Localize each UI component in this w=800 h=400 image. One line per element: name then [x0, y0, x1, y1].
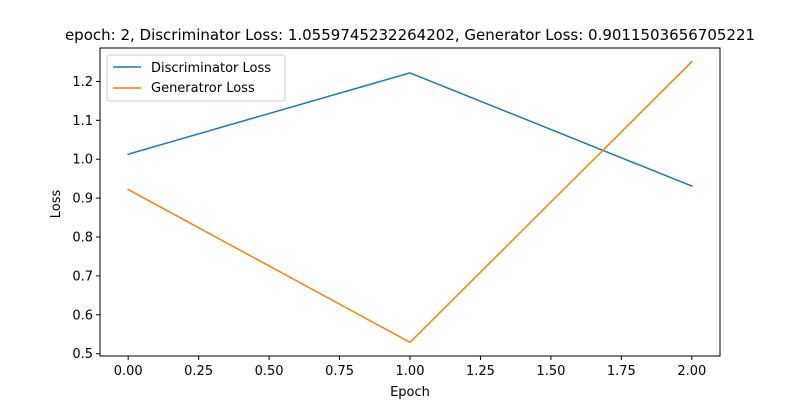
- y-tick-label: 0.8: [72, 231, 93, 246]
- legend-box: [106, 54, 286, 102]
- y-tick-label: 0.6: [72, 308, 93, 323]
- series-lines: [127, 60, 693, 344]
- x-tick-label: 0.00: [114, 364, 143, 379]
- x-axis-ticks: 0.00 0.25 0.50 0.75 1.00 1.25 1.50 1.75 2.00: [114, 356, 706, 379]
- x-tick-label: 0.75: [325, 364, 354, 379]
- series-line-generator: [127, 60, 693, 344]
- y-tick-label: 0.7: [72, 269, 93, 284]
- series-line-discriminator: [127, 72, 693, 188]
- y-axis-label: Loss: [49, 190, 64, 219]
- legend: Discriminator Loss Generatror Loss: [106, 54, 286, 102]
- x-tick-label: 1.50: [536, 364, 565, 379]
- x-tick-label: 0.25: [184, 364, 213, 379]
- chart-title: epoch: 2, Discriminator Loss: 1.05597452…: [65, 26, 755, 44]
- axes-frame: [99, 47, 721, 357]
- y-tick-label: 1.2: [72, 75, 93, 90]
- y-tick-label: 0.5: [72, 347, 93, 362]
- y-tick-label: 0.9: [72, 192, 93, 207]
- y-tick-label: 1.1: [72, 114, 93, 129]
- x-tick-label: 1.25: [466, 364, 495, 379]
- x-tick-label: 1.75: [607, 364, 636, 379]
- x-tick-label: 1.00: [396, 364, 425, 379]
- y-tick-label: 1.0: [72, 153, 93, 168]
- x-tick-label: 0.50: [255, 364, 284, 379]
- x-tick-label: 2.00: [677, 364, 706, 379]
- legend-label-generator: Generatror Loss: [151, 81, 255, 96]
- legend-label-discriminator: Discriminator Loss: [151, 61, 271, 76]
- x-axis-label: Epoch: [390, 385, 430, 400]
- y-axis-ticks: 0.5 0.6 0.7 0.8 0.9 1.0 1.1 1.2: [72, 75, 100, 362]
